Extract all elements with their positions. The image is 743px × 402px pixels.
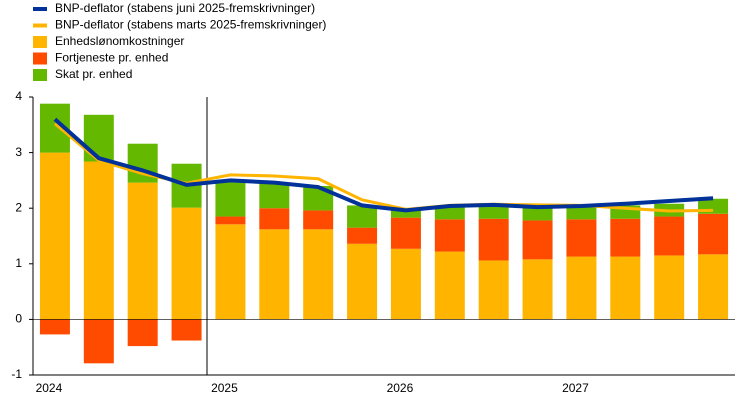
bar xyxy=(215,224,246,320)
bar xyxy=(434,206,465,220)
bar xyxy=(698,213,729,255)
y-tick-label: 4 xyxy=(15,89,22,103)
bar xyxy=(303,229,334,320)
bar xyxy=(522,259,553,320)
bar xyxy=(347,205,378,228)
x-tick-label: 2026 xyxy=(387,381,414,395)
bar xyxy=(478,205,509,219)
legend-label: Fortjeneste pr. enhed xyxy=(55,51,168,65)
y-tick-label: 0 xyxy=(15,312,22,326)
x-tick-label: 2025 xyxy=(211,381,238,395)
legend-swatch xyxy=(33,69,47,81)
bar xyxy=(522,206,553,221)
bar xyxy=(303,210,334,230)
bar xyxy=(390,217,421,249)
y-tick-label: 3 xyxy=(15,145,22,159)
line-series xyxy=(53,117,714,213)
bar xyxy=(259,182,290,209)
bar xyxy=(610,218,641,257)
y-tick-label: -1 xyxy=(11,367,22,381)
legend-label: BNP-deflator (stabens marts 2025-fremskr… xyxy=(55,18,326,32)
legend-label: Enhedslønomkostninger xyxy=(55,34,184,48)
bar xyxy=(215,179,246,217)
bar xyxy=(654,255,685,320)
x-tick-label: 2024 xyxy=(36,381,63,395)
bar xyxy=(610,256,641,320)
bar xyxy=(215,216,246,225)
bar xyxy=(347,227,378,244)
bar xyxy=(83,114,114,162)
bar xyxy=(83,319,114,364)
bar xyxy=(127,182,158,320)
bar xyxy=(566,256,597,320)
legend-swatch xyxy=(33,36,47,48)
legend-swatch xyxy=(33,52,47,65)
bar xyxy=(434,251,465,320)
legend-swatch xyxy=(33,7,47,11)
bar xyxy=(478,260,509,320)
bar xyxy=(390,248,421,320)
bar xyxy=(566,219,597,257)
bar xyxy=(171,319,202,341)
bar xyxy=(566,206,597,220)
y-tick-label: 1 xyxy=(15,256,22,270)
legend-label: Skat pr. enhed xyxy=(55,67,132,81)
bar xyxy=(259,229,290,320)
x-tick-label: 2027 xyxy=(562,381,589,395)
bar xyxy=(83,161,114,320)
bar xyxy=(654,216,685,256)
bar xyxy=(39,319,70,335)
bar xyxy=(390,210,421,218)
bar xyxy=(171,207,202,320)
legend-label: BNP-deflator (stabens juni 2025-fremskri… xyxy=(55,1,315,15)
bar xyxy=(347,243,378,320)
bar xyxy=(478,218,509,261)
y-tick-label: 2 xyxy=(15,200,22,214)
bar xyxy=(698,254,729,320)
bar xyxy=(522,220,553,260)
legend-swatch xyxy=(33,23,47,28)
bar xyxy=(434,219,465,252)
bar xyxy=(259,208,290,230)
bar xyxy=(39,152,70,320)
bar xyxy=(127,319,158,347)
